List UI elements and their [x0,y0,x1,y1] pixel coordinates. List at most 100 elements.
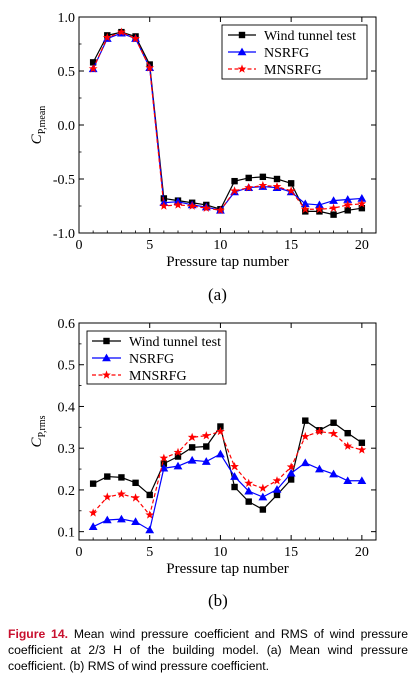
data-point [357,199,367,208]
y-tick-label: 0.6 [58,317,76,332]
legend-label: Wind tunnel test [264,29,356,44]
data-point [89,59,97,66]
x-tick-label: 0 [76,545,83,560]
data-point [131,493,140,502]
data-point [131,517,140,525]
data-point [330,419,337,426]
data-point [88,508,98,517]
data-point [216,205,225,215]
y-tick-label: 0.2 [58,484,76,499]
data-point [244,478,254,487]
y-tick-label: -1.0 [53,227,75,242]
data-point [258,180,268,190]
legend-label: NSRFG [264,46,309,61]
data-point [287,180,295,187]
legend-marker [237,64,247,73]
series-nsrfg [88,449,367,534]
data-point [315,464,324,473]
data-point [188,444,196,451]
data-point [159,463,169,472]
data-point [89,480,97,487]
data-point [286,462,296,471]
data-point [330,211,337,218]
data-point [145,510,155,519]
data-point [132,479,139,487]
legend-marker [238,31,246,39]
data-point [102,32,112,42]
legend-label: MNSRFG [129,369,187,384]
series-line [92,430,363,517]
data-point [131,34,140,43]
data-point [357,194,367,202]
data-point [174,453,182,460]
data-point [244,486,254,495]
x-tick-label: 20 [355,545,369,560]
data-point [203,443,210,450]
data-point [231,177,238,185]
data-point [273,175,281,183]
data-point [187,432,197,442]
data-point [315,204,324,213]
y-axis-label-sub: P,rms [37,415,48,437]
chart-mean-pressure: 0 5 10 15 20 -1.0 -0.5 0.0 0.5 1.0 Pressure tap nu… [29,11,377,270]
data-point [159,453,169,462]
legend-marker [102,370,111,379]
data-point [329,428,338,438]
legend: Wind tunnel test NSRFG MNSRFG [221,24,368,80]
data-point [102,515,112,524]
y-axis-label: CP,rms [29,415,48,447]
data-point [343,441,353,450]
data-point [104,473,111,480]
series-mnsrfg [88,426,367,519]
data-point [117,514,126,523]
data-point [102,492,112,501]
data-point [231,483,238,491]
data-point [300,204,310,213]
data-point [117,27,126,36]
series-wind-tunnel-test [89,417,366,513]
x-axis-label: Pressure tap number [166,561,288,577]
data-point [173,447,183,457]
y-tick-label: 0.5 [58,65,76,80]
x-tick-label: 20 [355,238,369,253]
data-point [259,173,267,181]
data-point [357,476,367,485]
panel-label-a: (a) [208,285,227,304]
x-axis-label: Pressure tap number [166,254,288,270]
data-point [245,498,252,505]
data-point [88,522,98,530]
data-point [146,491,153,499]
y-tick-label: 0.3 [58,442,76,457]
data-point [258,483,268,492]
data-point [201,203,211,212]
data-point [216,426,225,436]
data-point [258,492,268,501]
data-point [302,417,309,424]
plot-frame [78,322,377,541]
data-point [358,204,366,212]
data-point [273,491,281,499]
data-point [329,469,338,478]
data-point [357,445,367,454]
data-point [160,460,168,467]
y-axis-label-main: C [29,133,45,144]
legend: Wind tunnel test NSRFG MNSRFG [86,330,227,385]
data-point [300,431,310,441]
data-point [272,476,282,485]
data-point [272,181,282,191]
y-tick-label: 0.0 [58,119,76,134]
data-point [315,426,324,436]
data-point [187,201,197,210]
data-point [316,208,323,215]
series-line [92,453,362,531]
data-point [343,200,353,209]
data-point [343,476,353,485]
data-point [245,174,252,182]
data-point [300,199,310,208]
x-tick-label: 0 [76,238,83,253]
data-point [159,201,169,210]
x-tick-label: 5 [146,545,153,560]
data-point [302,208,309,215]
legend-label: Wind tunnel test [129,335,221,350]
